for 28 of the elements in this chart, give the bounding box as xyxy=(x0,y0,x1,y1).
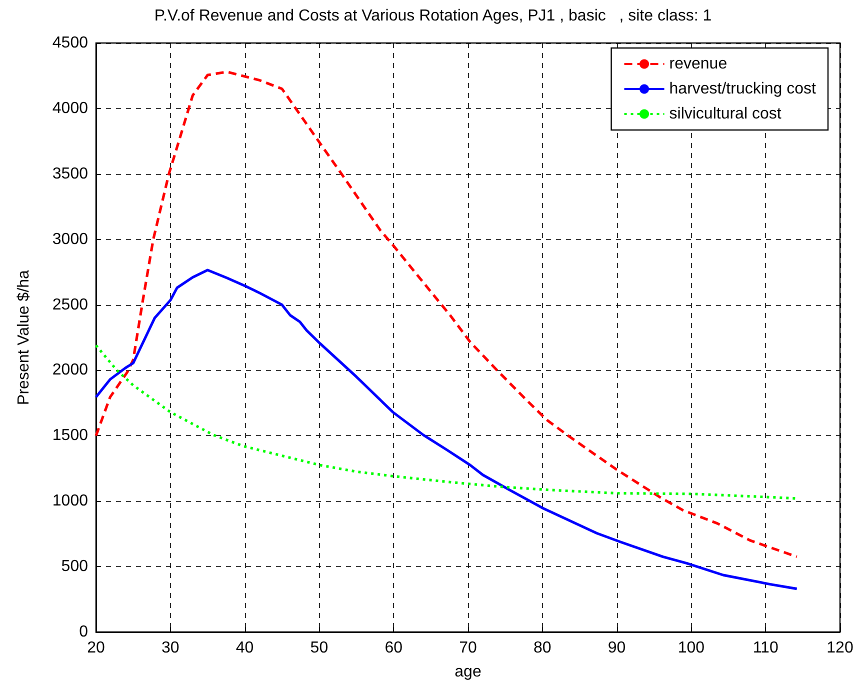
y-tick-label: 4000 xyxy=(52,100,88,117)
y-tick-label: 0 xyxy=(79,624,88,640)
x-tick-label: 30 xyxy=(162,640,180,656)
x-tick-label: 20 xyxy=(87,640,105,656)
x-tick-label: 40 xyxy=(236,640,254,656)
x-tick-label: 120 xyxy=(826,640,854,656)
y-tick-label: 3500 xyxy=(52,165,88,182)
y-tick-label: 500 xyxy=(61,558,88,576)
y-tick-label: 2000 xyxy=(52,362,88,379)
x-tick-label: 50 xyxy=(310,640,328,656)
x-axis-title: age xyxy=(454,664,482,680)
x-tick-label: 70 xyxy=(459,640,477,656)
legend-label: revenue xyxy=(669,56,728,72)
y-tick-label: 2500 xyxy=(52,296,88,314)
legend-label: silvicultural cost xyxy=(669,106,782,122)
x-tick-label: 60 xyxy=(384,640,403,656)
y-tick-label: 4500 xyxy=(52,34,88,52)
x-tick-label: 90 xyxy=(608,640,626,656)
y-axis-title: Present Value $/ha xyxy=(16,270,32,405)
x-tick-label: 80 xyxy=(534,640,552,656)
line-series xyxy=(94,268,798,590)
y-tick-label: 3000 xyxy=(52,230,88,248)
y-tick-label: 1500 xyxy=(52,427,88,444)
x-tick-label: 110 xyxy=(752,640,778,656)
chart-title: P.V.of Revenue and Costs at Various Rotation Ages, PJ1 , basic , site class: 1 xyxy=(154,8,712,24)
legend-label: harvest/trucking cost xyxy=(669,80,817,98)
y-tick-label: 1000 xyxy=(52,492,88,510)
x-tick-label: 100 xyxy=(678,640,705,656)
